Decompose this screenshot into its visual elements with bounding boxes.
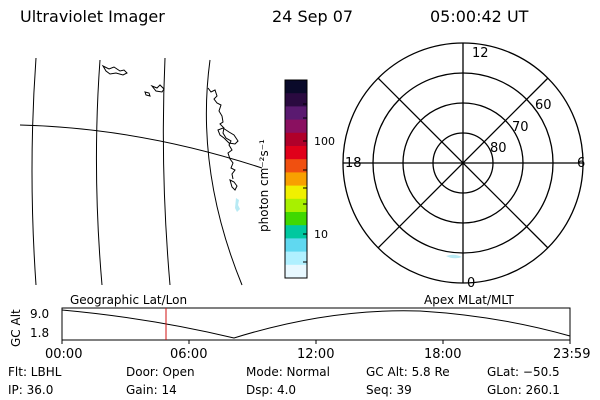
time-tick: 06:00 — [170, 347, 208, 362]
colorbar-swatch — [285, 172, 307, 187]
mlt-label-noon: 12 — [472, 46, 489, 61]
gain-status: Gain: 14 — [126, 383, 177, 397]
polar-aurora-patch — [446, 254, 462, 259]
colorbar-swatch — [285, 225, 307, 239]
colorbar-frame — [284, 79, 308, 279]
altitude-plot-frame — [61, 307, 571, 341]
colorbar-swatch — [285, 119, 307, 134]
time-tick: 00:00 — [45, 347, 83, 362]
ip-status: IP: 36.0 — [8, 383, 54, 397]
colorbar-swatch — [285, 159, 307, 173]
altitude-x-ticks — [61, 340, 571, 344]
polar-grid — [342, 42, 584, 284]
mlt-label-dawn: 6 — [577, 156, 586, 171]
altitude-axis-label: GC Alt — [9, 309, 23, 347]
mlat-label-60: 60 — [535, 98, 552, 113]
dsp-status: Dsp: 4.0 — [246, 383, 297, 397]
coastline — [101, 64, 239, 191]
colorbar-tick-label: 10 — [314, 228, 328, 241]
altitude-plot — [61, 307, 571, 344]
altitude-tick-high: 9.0 — [30, 307, 50, 321]
mlt-label-midnight: 0 — [467, 276, 476, 291]
apex-caption: Apex MLat/MLT — [424, 293, 514, 307]
colorbar-unit-label: photon cm⁻²s⁻¹ — [257, 139, 271, 232]
mlt-label-dusk: 18 — [345, 156, 362, 171]
colorbar-swatch — [285, 238, 307, 253]
mlat-label-70: 70 — [512, 120, 529, 135]
glat-status: GLat: −50.5 — [487, 365, 560, 379]
aurora-patch — [235, 198, 240, 212]
gc-altitude-status: GC Alt: 5.8 Re — [366, 365, 450, 379]
glon-status: GLon: 260.1 — [487, 383, 560, 397]
colorbar-swatch — [285, 264, 307, 279]
time-tick: 18:00 — [424, 347, 462, 362]
time-label: 05:00:42 UT — [430, 7, 529, 26]
date-label: 24 Sep 07 — [272, 7, 354, 26]
time-tick: 23:59 — [553, 347, 591, 362]
filter-status: Flt: LBHL — [8, 365, 62, 379]
instrument-title: Ultraviolet Imager — [20, 7, 165, 26]
altitude-tick-low: 1.8 — [30, 326, 50, 340]
door-status: Door: Open — [126, 365, 195, 379]
colorbar-swatch — [285, 185, 307, 200]
map-grid — [19, 57, 263, 286]
colorbar-swatch — [285, 132, 307, 147]
seq-status: Seq: 39 — [366, 383, 412, 397]
colorbar-swatch — [285, 93, 307, 107]
colorbar-swatch — [285, 146, 307, 160]
geographic-caption: Geographic Lat/Lon — [70, 293, 188, 307]
colorbar-swatch — [285, 106, 307, 121]
altitude-curve — [61, 309, 571, 339]
time-tick: 12:00 — [297, 347, 335, 362]
colorbar — [284, 79, 308, 279]
colorbar-swatch — [285, 198, 307, 213]
colorbar-gradient — [285, 80, 307, 279]
mode-status: Mode: Normal — [246, 365, 330, 379]
colorbar-swatch — [285, 251, 307, 266]
mlat-label-80: 80 — [490, 141, 507, 156]
colorbar-swatch — [285, 80, 307, 94]
colorbar-swatch — [285, 212, 307, 226]
colorbar-tick-label: 100 — [314, 135, 335, 148]
